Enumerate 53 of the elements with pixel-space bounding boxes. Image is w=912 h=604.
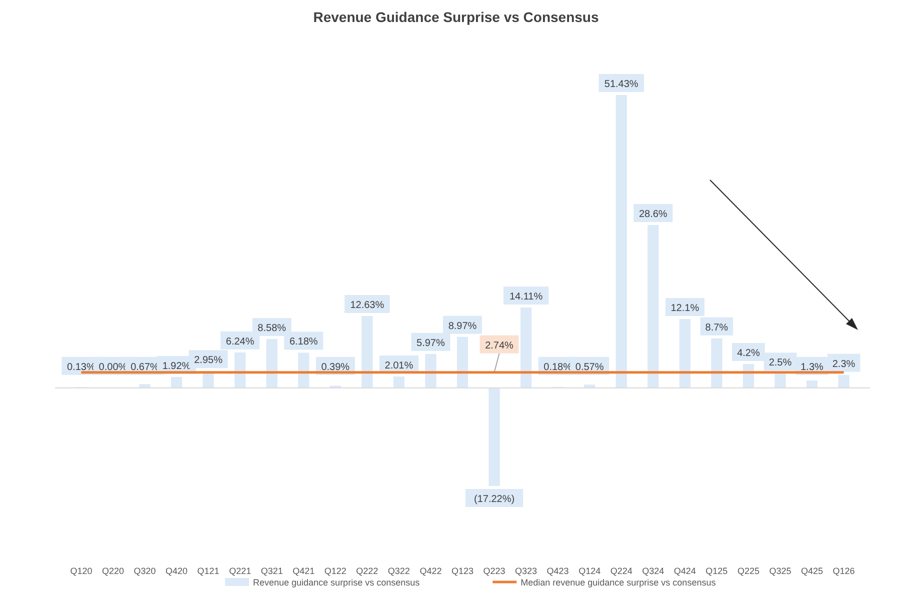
x-tick-label: Q420 <box>166 566 188 576</box>
data-label: 8.7% <box>705 322 728 334</box>
data-label: 2.3% <box>832 358 856 370</box>
data-label: 12.1% <box>670 303 700 314</box>
legend-label: Revenue guidance surprise vs consensus <box>253 578 420 588</box>
x-tick-label: Q225 <box>737 566 760 576</box>
chart-title: Revenue Guidance Surprise vs Consensus <box>313 9 599 25</box>
data-label: 6.18% <box>289 336 318 348</box>
x-tick-label: Q425 <box>800 566 824 576</box>
x-tick-label: Q422 <box>420 566 442 576</box>
data-label: 2.5% <box>768 358 792 369</box>
x-tick-label: Q124 <box>578 566 601 576</box>
x-tick-label: Q323 <box>515 566 538 576</box>
x-tick-label: Q322 <box>388 566 410 576</box>
data-label: 0.00% <box>98 362 128 373</box>
data-label: 0.18% <box>544 362 572 373</box>
x-tick-label: Q122 <box>324 566 346 576</box>
x-tick-label: Q121 <box>197 566 220 576</box>
x-tick-label: Q324 <box>642 566 664 576</box>
x-tick-label: Q123 <box>451 566 474 576</box>
x-tick-label: Q424 <box>674 566 696 576</box>
data-label: 14.11% <box>509 292 543 303</box>
x-tick-label: Q126 <box>832 566 855 576</box>
legend-label: Median revenue guidance surprise vs consensus <box>520 578 716 588</box>
data-label: 4.2% <box>737 348 760 359</box>
x-tick-label: Q120 <box>70 566 92 576</box>
x-tick-label: Q125 <box>706 566 728 576</box>
data-label: 0.39% <box>321 362 350 373</box>
data-label: 28.6% <box>638 209 668 220</box>
x-tick-label: Q423 <box>546 566 569 576</box>
data-label: 2.01% <box>384 360 414 372</box>
data-label: 2.74% <box>485 340 514 352</box>
data-label: 8.58% <box>258 323 286 334</box>
data-label: 0.57% <box>575 362 604 373</box>
x-tick-label: Q223 <box>483 566 506 576</box>
data-label: 5.97% <box>416 338 446 349</box>
x-tick-label: Q320 <box>134 566 156 576</box>
x-tick-label: Q325 <box>769 566 792 576</box>
data-label: 12.63% <box>350 300 384 311</box>
data-label: 1.92% <box>162 360 191 372</box>
data-label: 51.43% <box>604 79 638 90</box>
x-tick-label: Q421 <box>292 566 315 576</box>
x-tick-label: Q321 <box>260 566 283 576</box>
x-tick-label: Q220 <box>102 566 124 576</box>
data-label: 6.24% <box>226 336 254 348</box>
data-label: 1.3% <box>800 362 824 373</box>
x-tick-label: Q221 <box>229 566 252 576</box>
data-label: 0.67% <box>130 362 160 373</box>
x-tick-label: Q222 <box>356 566 378 576</box>
x-tick-label: Q224 <box>610 566 632 576</box>
data-label: 8.97% <box>448 320 477 332</box>
data-label: (17.22%) <box>474 494 515 505</box>
data-label: 2.95% <box>194 355 223 366</box>
